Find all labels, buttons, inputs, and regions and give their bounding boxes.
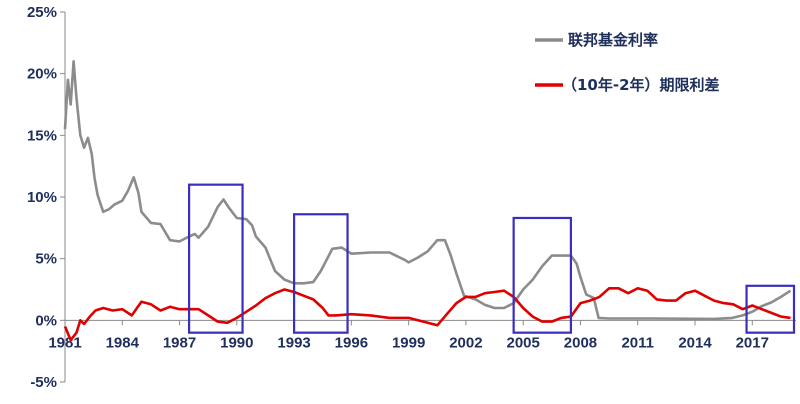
series-group [63, 60, 792, 342]
x-tick-label: 2011 [621, 334, 654, 351]
x-axis-labels: 1981 1984 1987 1990 1993 1996 1999 2002 2005 2008… [48, 334, 769, 351]
highlight-box [512, 216, 573, 334]
x-tick-label: 2005 [506, 334, 539, 351]
x-tick-label: 2002 [449, 334, 482, 351]
y-tick-label: 5% [35, 251, 57, 268]
x-tick-label: 1993 [277, 334, 310, 351]
x-tick-label: 2014 [678, 334, 712, 351]
legend-label-fed-funds: 联邦基金利率 [568, 31, 658, 49]
y-axis-labels: -5% 0% 5% 10% 15% 20% 25% [27, 4, 57, 391]
series-line-term-spread [63, 287, 791, 342]
highlight-box [187, 183, 244, 334]
highlight-box [745, 284, 796, 334]
y-tick-label: 20% [27, 66, 57, 83]
legend-label-term-spread: （10年-2年）期限利差 [562, 76, 720, 94]
x-tick-label: 1984 [106, 334, 140, 351]
y-tick-label: 0% [35, 312, 57, 329]
x-tick-label: 1981 [48, 334, 81, 351]
x-tick-label: 1999 [392, 334, 425, 351]
x-tick-label: 1987 [163, 334, 196, 351]
legend: 联邦基金利率 （10年-2年）期限利差 [535, 31, 720, 94]
y-tick-label: 25% [27, 4, 57, 21]
y-tick-label: 15% [27, 127, 57, 144]
highlight-boxes [187, 183, 796, 334]
x-tick-label: 2008 [564, 334, 597, 351]
x-tick-label: 2017 [736, 334, 769, 351]
highlight-box [292, 213, 349, 334]
x-tick-label: 1990 [220, 334, 253, 351]
series-line-fed-funds [63, 60, 792, 321]
x-tick-label: 1996 [335, 334, 368, 351]
y-tick-label: 10% [27, 189, 57, 206]
y-tick-label: -5% [30, 374, 57, 391]
axes [60, 11, 796, 383]
